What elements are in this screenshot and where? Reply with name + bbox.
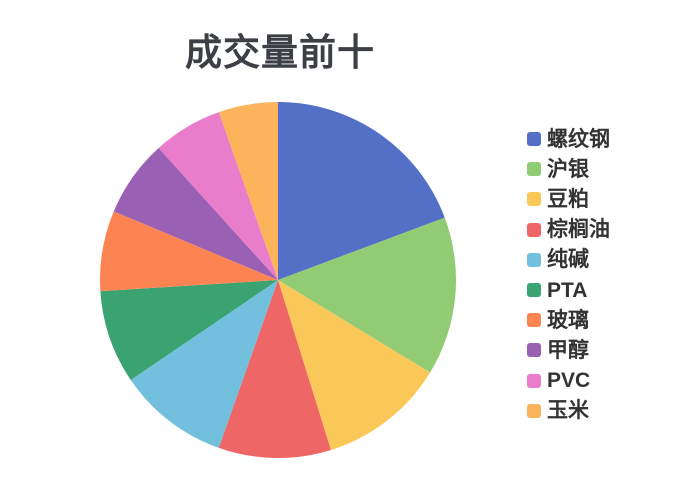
legend-label: PVC <box>547 369 591 393</box>
pie-slice-7[interactable] <box>113 147 278 280</box>
legend-swatch-icon <box>527 132 541 147</box>
legend-item-7[interactable]: 甲醇 <box>527 335 610 365</box>
legend-label: 螺纹钢 <box>547 127 610 151</box>
legend-label: 玉米 <box>547 399 589 423</box>
legend-swatch-icon <box>527 162 541 177</box>
legend-swatch-icon <box>527 403 541 418</box>
pie-slice-3[interactable] <box>218 280 331 458</box>
pie-chart <box>100 102 456 458</box>
legend-item-3[interactable]: 棕榈油 <box>527 215 610 245</box>
legend-swatch-icon <box>527 192 541 207</box>
legend-swatch-icon <box>527 373 541 388</box>
legend-item-2[interactable]: 豆粕 <box>527 184 610 214</box>
chart-title: 成交量前十 <box>185 32 375 73</box>
pie-slice-4[interactable] <box>130 280 278 448</box>
legend-item-6[interactable]: 玻璃 <box>527 305 610 335</box>
legend-label: PTA <box>547 278 588 302</box>
pie-slice-8[interactable] <box>158 112 278 281</box>
legend-label: 豆粕 <box>547 187 589 211</box>
legend-item-1[interactable]: 沪银 <box>527 154 610 184</box>
legend-item-4[interactable]: 纯碱 <box>527 245 610 275</box>
legend-swatch-icon <box>527 252 541 267</box>
pie-slice-1[interactable] <box>278 217 456 373</box>
legend-item-0[interactable]: 螺纹钢 <box>527 124 610 154</box>
pie-slice-5[interactable] <box>100 280 278 381</box>
legend-swatch-icon <box>527 222 541 237</box>
legend-swatch-icon <box>527 283 541 298</box>
legend-swatch-icon <box>527 313 541 328</box>
legend-label: 玻璃 <box>547 308 589 332</box>
legend: 螺纹钢 沪银 豆粕 棕榈油 纯碱 PTA 玻璃 甲醇 PVC 玉米 <box>527 124 610 426</box>
legend-label: 纯碱 <box>547 248 589 272</box>
legend-item-8[interactable]: PVC <box>527 366 610 396</box>
legend-label: 棕榈油 <box>547 218 610 242</box>
legend-swatch-icon <box>527 343 541 358</box>
pie-slice-0[interactable] <box>278 102 445 280</box>
legend-label: 甲醇 <box>547 338 589 362</box>
pie-slice-6[interactable] <box>100 211 278 292</box>
pie-slice-2[interactable] <box>278 280 431 450</box>
pie-slice-9[interactable] <box>218 102 278 280</box>
legend-item-9[interactable]: 玉米 <box>527 396 610 426</box>
legend-item-5[interactable]: PTA <box>527 275 610 305</box>
legend-label: 沪银 <box>547 157 589 181</box>
